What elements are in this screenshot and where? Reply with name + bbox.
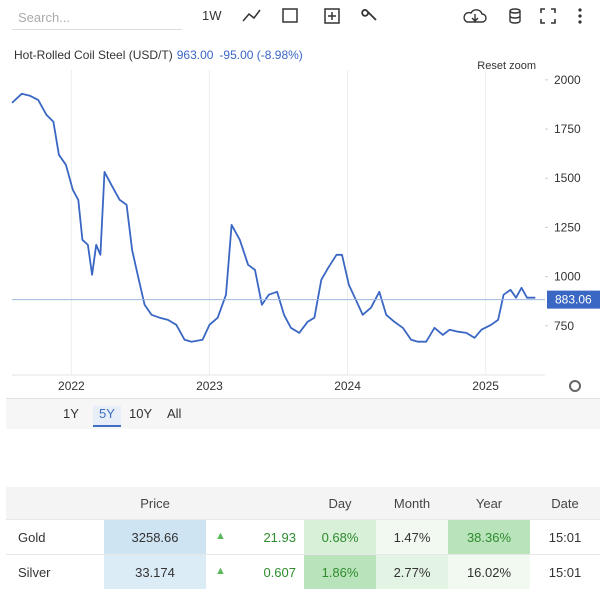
price: 963.00 bbox=[177, 48, 214, 62]
add-icon[interactable] bbox=[324, 8, 340, 24]
price-change: -95.00 (-8.98%) bbox=[219, 48, 302, 62]
settings-tool-icon[interactable] bbox=[361, 9, 377, 21]
name-cell: Gold bbox=[6, 519, 104, 555]
y-tick-label: 2000 bbox=[554, 73, 581, 87]
header-cell: Month bbox=[376, 487, 448, 520]
last-price-box bbox=[547, 290, 600, 309]
range-button[interactable]: 10Y bbox=[129, 406, 153, 421]
data-icon-body bbox=[509, 11, 521, 24]
settings-gear[interactable] bbox=[569, 380, 581, 392]
year-cell: 38.36% bbox=[448, 519, 530, 555]
download-icon[interactable] bbox=[463, 9, 487, 23]
y-tick-label: 1500 bbox=[554, 171, 581, 185]
fullscreen-icon[interactable] bbox=[540, 8, 556, 24]
price-cell: 3258.66 bbox=[104, 519, 206, 555]
change-cell: ▲ 0.607 bbox=[206, 554, 304, 589]
search-box[interactable]: Search... bbox=[12, 6, 182, 30]
header-cell bbox=[206, 487, 304, 520]
month-cell: 2.77% bbox=[376, 554, 448, 589]
header-cell bbox=[6, 487, 104, 520]
range-selector: 1Y 5Y 10Y All bbox=[6, 398, 600, 429]
add-icon-plus bbox=[328, 12, 336, 20]
range-button[interactable]: 1Y bbox=[63, 406, 79, 421]
x-tick-label: 2023 bbox=[196, 379, 223, 393]
header-cell: Year bbox=[448, 487, 530, 520]
date-cell: 15:01 bbox=[530, 554, 600, 589]
toolbar: Search... 1W bbox=[0, 0, 600, 36]
header-cell: Day bbox=[304, 487, 376, 520]
up-arrow: ▲ bbox=[215, 529, 226, 542]
y-tick-label: 1000 bbox=[554, 270, 581, 284]
change-value: 21.93 bbox=[263, 529, 296, 545]
month-cell: 1.47% bbox=[376, 519, 448, 555]
x-tick-label: 2022 bbox=[58, 379, 85, 393]
header-cell: Price bbox=[104, 487, 206, 520]
row[interactable]: Gold 3258.66 ▲ 21.93 0.68% 1.47% 38.36% 1… bbox=[6, 519, 600, 555]
y-tick-label: 750 bbox=[554, 319, 574, 333]
menu-icon[interactable] bbox=[578, 8, 582, 12]
x-tick-label: 2025 bbox=[472, 379, 499, 393]
price-cell: 33.174 bbox=[104, 554, 206, 589]
change-value: 0.607 bbox=[263, 564, 296, 580]
last-price-label: 883.06 bbox=[555, 293, 592, 307]
toolbar-icons bbox=[242, 8, 582, 24]
calendar-icon[interactable] bbox=[282, 8, 298, 23]
date-cell: 15:01 bbox=[530, 519, 600, 555]
header-cell: Date bbox=[530, 487, 600, 520]
range-button[interactable]: 5Y bbox=[93, 406, 121, 427]
chart-title: Hot-Rolled Coil Steel (USD/T) bbox=[14, 48, 173, 62]
day-cell: 0.68% bbox=[304, 519, 376, 555]
interval-button[interactable]: 1W bbox=[202, 8, 222, 23]
row[interactable]: Silver 33.174 ▲ 0.607 1.86% 2.77% 16.02% … bbox=[6, 554, 600, 589]
x-tick-label: 2024 bbox=[334, 379, 361, 393]
range-button[interactable]: All bbox=[167, 406, 182, 421]
reset-zoom[interactable]: Reset zoom bbox=[477, 60, 536, 72]
header-row: Price Day Month Year Date bbox=[6, 487, 600, 520]
quotes-table: Price Day Month Year Date Gold 3258.66 ▲… bbox=[6, 487, 600, 589]
day-cell: 1.86% bbox=[304, 554, 376, 589]
price-line bbox=[11, 92, 536, 343]
name-cell: Silver bbox=[6, 554, 104, 589]
data-icon[interactable] bbox=[509, 8, 521, 14]
up-arrow: ▲ bbox=[215, 564, 226, 577]
y-tick-label: 1250 bbox=[554, 220, 581, 234]
y-tick-label: 1750 bbox=[554, 122, 581, 136]
change-cell: ▲ 21.93 bbox=[206, 519, 304, 555]
chart: Hot-Rolled Coil Steel (USD/T) 963.00 -95… bbox=[11, 48, 600, 393]
menu-icon-dot bbox=[578, 14, 582, 18]
year-cell: 16.02% bbox=[448, 554, 530, 589]
chart-type-icon[interactable] bbox=[242, 9, 261, 22]
menu-icon-dot bbox=[578, 20, 582, 24]
